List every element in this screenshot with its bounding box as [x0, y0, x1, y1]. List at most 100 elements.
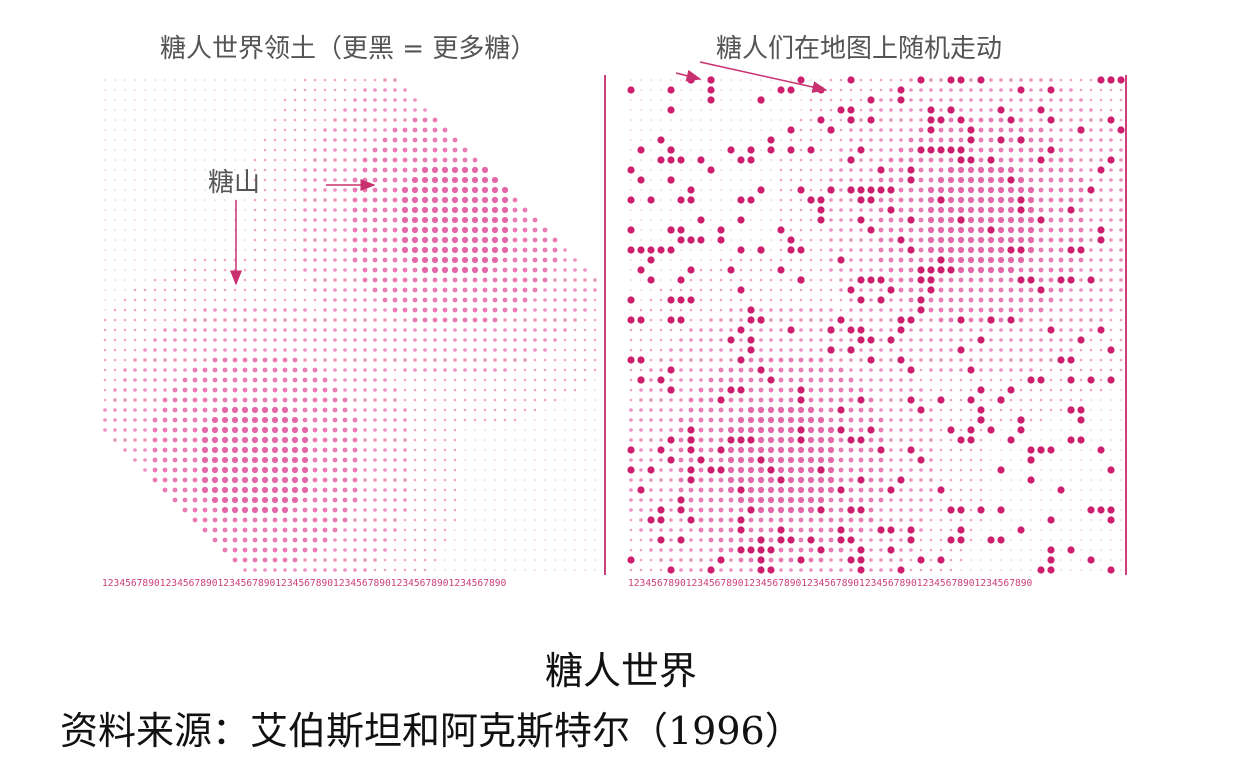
sugar-cell	[494, 459, 496, 461]
sugar-cell	[957, 206, 965, 214]
sugar-cell	[639, 348, 643, 352]
sugar-cell	[1120, 409, 1122, 411]
sugar-cell	[283, 278, 287, 282]
sugar-cell	[162, 487, 168, 493]
sugar-cell	[828, 417, 834, 423]
sugar-cell	[413, 488, 417, 492]
sugar-cell	[293, 348, 297, 352]
sugar-cell	[422, 147, 428, 153]
sugar-cell	[759, 338, 763, 342]
sugar-cell	[204, 99, 206, 101]
sugar-cell	[649, 378, 653, 382]
sugar-cell	[332, 507, 338, 513]
sugar-cell	[124, 119, 126, 121]
sugar-cell	[372, 167, 378, 173]
sugar-cell	[461, 236, 469, 244]
sugar-cell	[343, 198, 347, 202]
sugar-cell	[401, 226, 409, 234]
sugar-cell	[849, 248, 853, 252]
sugar-cell	[103, 388, 107, 392]
sugar-cell	[483, 328, 487, 332]
sugar-cell	[909, 418, 913, 422]
sugar-cell	[659, 528, 663, 532]
sugar-cell	[133, 348, 137, 352]
sugar-cell	[224, 119, 226, 121]
sugar-cell	[649, 438, 653, 442]
sugar-cell	[710, 259, 712, 261]
sugar-cell	[423, 538, 427, 542]
sugar-cell	[909, 128, 913, 132]
sugar-cell	[699, 298, 703, 302]
sugar-cell	[273, 198, 277, 202]
sugar-cell	[1059, 348, 1063, 352]
sugar-cell	[969, 458, 973, 462]
sugar-cell	[630, 209, 632, 211]
sugar-cell	[818, 367, 824, 373]
sugar-cell	[174, 129, 176, 131]
sugar-cell	[859, 208, 863, 212]
sugar-cell	[442, 277, 448, 283]
sugar-cell	[514, 479, 516, 481]
sugar-cell	[453, 328, 457, 332]
sugar-cell	[767, 406, 775, 414]
sugar-cell	[281, 426, 289, 434]
sugar-cell	[473, 348, 477, 352]
sugar-cell	[352, 207, 358, 213]
sugar-cell	[192, 367, 198, 373]
sugar-cell	[202, 507, 208, 513]
sugar-cell	[799, 208, 803, 212]
sugar-cell	[224, 109, 226, 111]
sugar-cell	[808, 357, 814, 363]
sugar-cell	[859, 368, 863, 372]
sugar-cell	[978, 307, 984, 313]
sugar-cell	[848, 477, 854, 483]
sugar-cell	[848, 527, 854, 533]
agent-dot	[827, 186, 835, 194]
sugar-cell	[383, 438, 387, 442]
sugar-cell	[422, 297, 428, 303]
sugar-cell	[573, 368, 577, 372]
sugar-cell	[453, 358, 457, 362]
sugar-cell	[679, 388, 683, 392]
sugar-cell	[1058, 267, 1064, 273]
agent-dot	[897, 566, 905, 574]
sugar-cell	[669, 498, 673, 502]
sugar-cell	[1009, 418, 1013, 422]
sugar-cell	[303, 198, 307, 202]
sugar-cell	[730, 249, 732, 251]
sugar-cell	[989, 408, 993, 412]
sugar-cell	[184, 249, 186, 251]
sugar-cell	[484, 429, 486, 431]
sugar-cell	[1068, 197, 1074, 203]
sugar-cell	[899, 298, 903, 302]
sugar-cell	[869, 288, 873, 292]
sugar-cell	[1119, 198, 1123, 202]
sugar-cell	[402, 127, 408, 133]
sugar-cell	[503, 358, 507, 362]
sugar-cell	[283, 128, 287, 132]
sugar-cell	[987, 186, 995, 194]
sugar-cell	[1039, 318, 1043, 322]
sugar-cell	[443, 538, 447, 542]
sugar-cell	[909, 558, 913, 562]
sugar-cell	[1050, 459, 1052, 461]
sugar-cell	[213, 268, 217, 272]
sugar-cell	[1099, 368, 1103, 372]
sugar-cell	[970, 549, 972, 551]
sugar-cell	[244, 99, 246, 101]
sugar-cell	[1100, 559, 1102, 561]
agent-dot	[737, 356, 745, 364]
sugar-cell	[343, 378, 347, 382]
sugar-cell	[928, 177, 934, 183]
sugar-cell	[957, 176, 965, 184]
sugar-cell	[593, 278, 597, 282]
sugar-cell	[690, 99, 692, 101]
agent-dot	[957, 146, 965, 154]
sugar-cell	[728, 417, 734, 423]
sugar-cell	[221, 456, 229, 464]
sugar-cell	[957, 186, 965, 194]
sugar-cell	[173, 368, 177, 372]
agent-dot	[777, 536, 785, 544]
sugar-cell	[899, 538, 903, 542]
sugar-cell	[719, 338, 723, 342]
